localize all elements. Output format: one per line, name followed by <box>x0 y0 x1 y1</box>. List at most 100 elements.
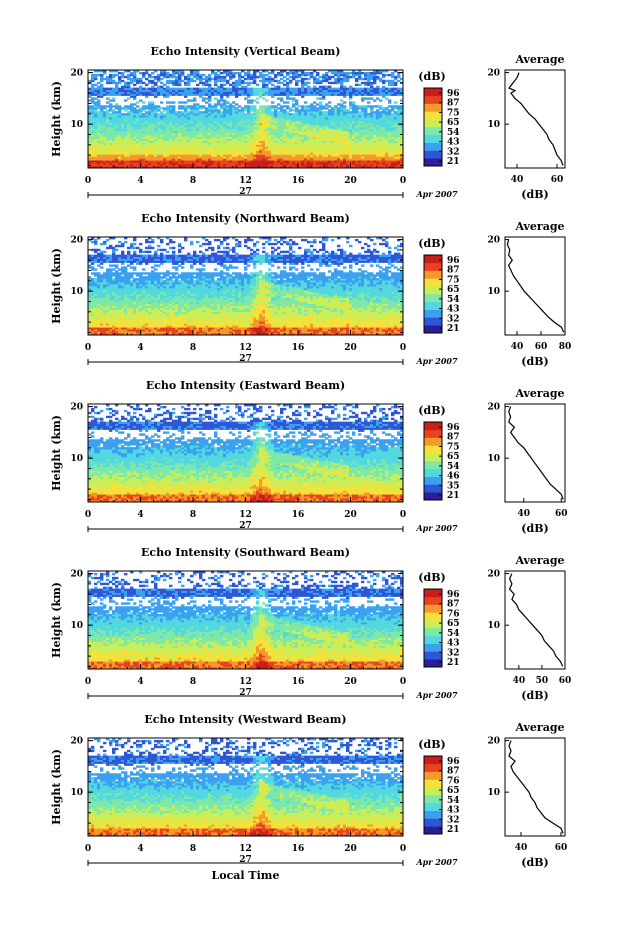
heatmap-cell <box>88 138 92 141</box>
heatmap-cell <box>226 152 230 155</box>
heatmap-cell <box>178 164 182 167</box>
heatmap-cell <box>382 79 386 83</box>
heatmap-cell <box>214 83 218 87</box>
heatmap-cell <box>100 105 104 108</box>
heatmap-cell <box>271 130 275 134</box>
heatmap-cell <box>103 120 107 124</box>
heatmap-cell <box>253 120 257 124</box>
heatmap-cell <box>274 109 278 112</box>
heatmap-cell <box>277 144 281 147</box>
heatmap-cell <box>88 124 92 128</box>
heatmap-cell <box>190 117 194 120</box>
heatmap-cell <box>115 134 119 138</box>
heatmap-cell <box>139 113 143 116</box>
heatmap-cell <box>241 140 245 143</box>
heatmap-cell <box>127 138 131 141</box>
heatmap-cell <box>172 144 176 147</box>
heatmap-cell <box>181 115 185 118</box>
heatmap-cell <box>196 75 200 79</box>
heatmap-cell <box>142 105 146 108</box>
heatmap-cell <box>214 107 218 110</box>
heatmap-cell <box>115 122 119 126</box>
heatmap-cell <box>172 71 176 75</box>
heatmap-cell <box>328 109 332 112</box>
heatmap-cell <box>265 89 269 92</box>
heatmap-cell <box>247 91 251 94</box>
heatmap-cell <box>124 70 128 73</box>
heatmap-cell <box>202 89 206 92</box>
heatmap-cell <box>172 107 176 110</box>
heatmap-cell <box>226 122 230 126</box>
heatmap-cell <box>190 146 194 149</box>
heatmap-cell <box>247 164 251 167</box>
heatmap-cell <box>226 126 230 130</box>
heatmap-cell <box>106 126 110 130</box>
heatmap-cell <box>211 89 215 92</box>
heatmap-cell <box>283 113 287 116</box>
heatmap-cell <box>268 162 272 165</box>
heatmap-cell <box>106 146 110 149</box>
heatmap-cell <box>100 144 104 147</box>
heatmap-cell <box>190 140 194 143</box>
heatmap-cell <box>91 140 95 143</box>
heatmap-cell <box>250 87 254 90</box>
heatmap-cell <box>367 97 371 100</box>
heatmap-cell <box>277 140 281 143</box>
heatmap-cell <box>112 138 116 141</box>
heatmap-cell <box>199 130 203 134</box>
heatmap-cell <box>127 97 131 100</box>
heatmap-cell <box>97 73 101 77</box>
heatmap-cell <box>283 124 287 128</box>
heatmap-cell <box>88 99 92 102</box>
heatmap-cell <box>217 166 221 169</box>
heatmap-cell <box>154 111 158 114</box>
heatmap-cell <box>139 115 143 118</box>
heatmap-cell <box>184 136 188 139</box>
heatmap-cell <box>286 115 290 118</box>
heatmap-cell <box>151 150 155 153</box>
heatmap-cell <box>112 109 116 112</box>
heatmap-cell <box>274 154 278 157</box>
heatmap-cell <box>301 138 305 141</box>
heatmap-cell <box>94 109 98 112</box>
heatmap-cell <box>154 148 158 151</box>
heatmap-cell <box>262 156 266 159</box>
heatmap-cell <box>139 89 143 92</box>
heatmap-cell <box>121 75 125 79</box>
heatmap-cell <box>241 126 245 130</box>
heatmap-cell <box>226 89 230 92</box>
heatmap-cell <box>283 109 287 112</box>
heatmap-cell <box>214 103 218 106</box>
heatmap-cell <box>289 136 293 139</box>
heatmap-cell <box>397 105 401 108</box>
heatmap-cell <box>208 140 212 143</box>
heatmap-cell <box>247 113 251 116</box>
heatmap-cell <box>280 77 284 81</box>
heatmap-cell <box>121 120 125 124</box>
heatmap-cell <box>283 140 287 143</box>
heatmap-cell <box>229 105 233 108</box>
heatmap-cell <box>115 148 119 151</box>
heatmap-cell <box>148 115 152 118</box>
heatmap-cell <box>274 162 278 165</box>
heatmap-cell <box>286 160 290 163</box>
heatmap-cell <box>121 242 125 246</box>
heatmap-cell <box>259 158 263 161</box>
heatmap-cell <box>286 101 290 104</box>
heatmap-cell <box>259 115 263 118</box>
heatmap-cell <box>136 144 140 147</box>
heatmap-cell <box>250 77 254 81</box>
heatmap-cell <box>136 109 140 112</box>
heatmap-cell <box>118 107 122 110</box>
heatmap-cell <box>202 140 206 143</box>
heatmap-cell <box>262 128 266 132</box>
heatmap-cell <box>226 162 230 165</box>
heatmap-cell <box>274 117 278 120</box>
heatmap-cell <box>283 126 287 130</box>
heatmap-cell <box>181 87 185 90</box>
heatmap-cell <box>181 124 185 128</box>
heatmap-cell <box>184 156 188 159</box>
heatmap-cell <box>223 75 227 79</box>
heatmap-cell <box>88 95 92 98</box>
heatmap-cell <box>118 164 122 167</box>
